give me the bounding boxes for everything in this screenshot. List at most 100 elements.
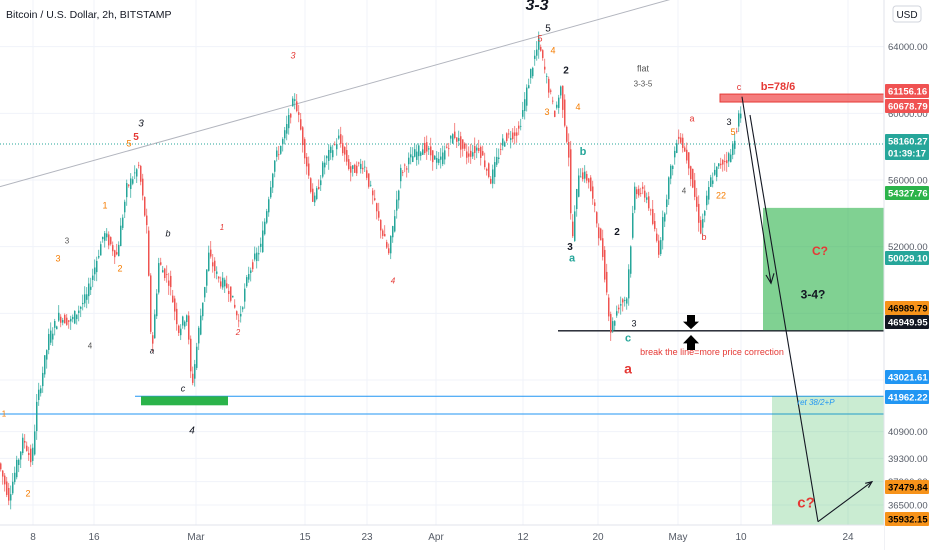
candle-body [304, 139, 306, 159]
annotation-label: 3 [65, 236, 70, 245]
candle-body [560, 86, 562, 96]
candle-body [526, 87, 528, 106]
annotation-label: c? [797, 495, 815, 512]
price-tick-label: 52000.00 [888, 242, 928, 253]
candle-body [640, 192, 642, 194]
candle-body [202, 302, 204, 317]
candle-body [120, 225, 122, 247]
annotation-label: 22 [716, 190, 726, 200]
currency-button[interactable]: USD [892, 5, 922, 23]
time-tick-label: 23 [361, 532, 373, 543]
price-axis[interactable]: 64000.0060000.0056000.0052000.0048000.00… [883, 0, 932, 550]
candle-body [110, 237, 112, 245]
price-tick-label: 36500.00 [888, 501, 928, 512]
candle-body [172, 295, 174, 303]
candle-body [728, 153, 730, 162]
candle-body [150, 275, 152, 332]
candle-body [310, 178, 312, 192]
candle-body [36, 401, 38, 432]
candle-body [440, 156, 442, 160]
candle-body [634, 186, 636, 210]
candle-body [568, 141, 570, 158]
candle-body [198, 327, 200, 344]
candle-body [162, 270, 164, 273]
candle-body [606, 271, 608, 293]
price-marker-label: 35932.15 [888, 515, 928, 526]
candle-body [510, 138, 512, 140]
overlays [683, 96, 874, 523]
candle-body [14, 472, 16, 483]
annotation-label: 3 [631, 319, 636, 329]
candle-body [96, 260, 98, 273]
annotation-label: 4 [682, 186, 687, 195]
candle-body [190, 338, 192, 372]
candle-body [660, 240, 662, 254]
time-axis[interactable]: 8 16 Mar 15 23 Apr 12 20 May 10 24 [0, 524, 884, 550]
candle-body [522, 110, 524, 117]
candle-body [240, 313, 242, 317]
candle-body [462, 139, 464, 149]
currency-button-frame [892, 5, 922, 23]
time-tick-label: 16 [88, 532, 100, 543]
candle-body [684, 147, 686, 152]
candle-body [400, 167, 402, 182]
candle-body [736, 130, 738, 132]
candle-body [452, 134, 454, 144]
candle-body [294, 99, 296, 101]
candle-body [314, 195, 316, 203]
candle-body [418, 145, 420, 157]
candle-body [696, 196, 698, 207]
candle-body [608, 297, 610, 317]
candle-body [230, 286, 232, 301]
candle-body [552, 100, 554, 102]
candle-body [330, 146, 332, 153]
candle-body [656, 233, 658, 241]
annotation-label: 1 [102, 200, 107, 210]
candle-body [232, 295, 234, 298]
candle-body [206, 269, 208, 286]
candle-body [284, 130, 286, 139]
candle-body [646, 197, 648, 200]
candle-body [106, 233, 108, 238]
candle-body [622, 299, 624, 303]
candle-body [236, 311, 238, 316]
candle-body [136, 169, 138, 177]
annotation-label: 2 [235, 328, 241, 337]
candle-body [620, 304, 622, 306]
candle-body [624, 300, 626, 301]
price-marker [885, 390, 929, 404]
time-tick-label: May [669, 532, 688, 543]
candle-body [126, 183, 128, 198]
candle-body [666, 199, 668, 207]
candle-body [248, 274, 250, 280]
candle-body [302, 127, 304, 146]
candle-body [268, 199, 270, 213]
candle-body [412, 156, 414, 162]
candle-body [170, 275, 172, 288]
candle-body [592, 186, 594, 199]
price-marker-label: 41962.22 [888, 393, 928, 404]
candle-body [644, 190, 646, 198]
candle-body [0, 463, 2, 470]
candle-body [674, 150, 676, 158]
candle-body [536, 49, 538, 56]
annotation-label: 1 [2, 410, 7, 419]
annotation-label: 5 [537, 34, 542, 44]
candle-body [574, 211, 576, 241]
candle-body [676, 143, 678, 153]
candle-body [144, 197, 146, 216]
annotation-label: 3-3-5 [634, 80, 653, 89]
candle-body [252, 262, 254, 270]
price-marker-label: 46949.95 [888, 318, 928, 329]
candle-body [48, 333, 50, 350]
candle-body [384, 234, 386, 237]
candle-body [216, 271, 218, 274]
candle-body [456, 137, 458, 142]
candle-body [12, 481, 14, 494]
candle-body [34, 431, 36, 455]
candle-body [474, 146, 476, 153]
candle-body [220, 281, 222, 287]
candle-body [682, 137, 684, 148]
candle-body [486, 168, 488, 171]
